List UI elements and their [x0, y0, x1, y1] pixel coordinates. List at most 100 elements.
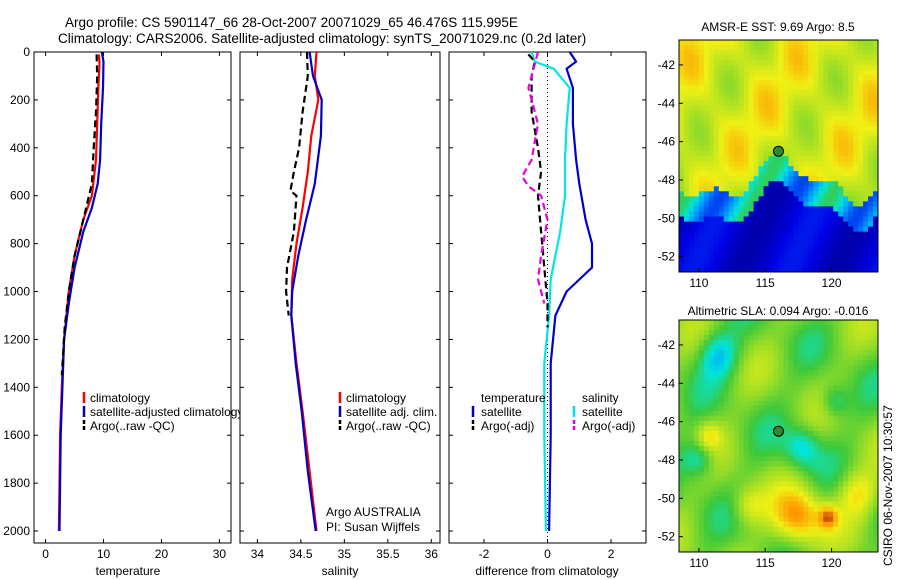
heatmap-cell [679, 95, 685, 102]
heatmap-cell [843, 45, 849, 51]
heatmap-cell [698, 181, 705, 187]
heatmap-cell [763, 251, 770, 258]
heatmap-cell [753, 246, 760, 253]
heatmap-cell [758, 171, 765, 177]
y-tick-label: 2000 [3, 524, 30, 538]
heatmap-cell [838, 145, 844, 152]
heatmap-cell [783, 171, 790, 177]
heatmap-cell [743, 166, 750, 172]
heatmap-cell [718, 85, 725, 92]
heatmap-cell [858, 425, 864, 432]
heatmap-cell [858, 511, 864, 518]
heatmap-cell [783, 186, 790, 192]
heatmap-cell [708, 45, 715, 51]
y-tick-label: -42 [658, 338, 676, 352]
heatmap-cell [858, 541, 864, 548]
heatmap-cell [858, 50, 864, 56]
heatmap-cell [748, 491, 755, 498]
heatmap-cell [773, 491, 780, 498]
heatmap-cell [783, 446, 790, 452]
heatmap-cell [753, 461, 760, 467]
heatmap-cell [798, 420, 804, 427]
heatmap-cell [698, 526, 705, 533]
heatmap-cell [743, 236, 750, 243]
heatmap-cell [868, 100, 874, 107]
heatmap-cell [843, 446, 849, 452]
heatmap-cell [743, 115, 750, 122]
heatmap-cell [758, 506, 765, 513]
heatmap-cell [713, 345, 720, 351]
heatmap-cell [818, 410, 824, 417]
heatmap-cell [803, 156, 809, 162]
heatmap-cell [818, 120, 824, 127]
heatmap-cell [743, 501, 750, 508]
heatmap-cell [708, 481, 715, 488]
heatmap-cell [793, 156, 799, 162]
heatmap-cell [838, 80, 844, 86]
x-tick-label: 36 [425, 547, 439, 561]
heatmap-cell [788, 345, 795, 351]
heatmap-cell [713, 40, 720, 46]
heatmap-cell [863, 80, 869, 86]
heatmap-cell [848, 390, 854, 397]
heatmap-cell [753, 166, 760, 172]
heatmap-cell [773, 380, 780, 387]
heatmap-cell [758, 430, 765, 437]
heatmap-cell [838, 506, 844, 513]
heatmap-cell [778, 40, 785, 46]
heatmap-cell [833, 461, 839, 467]
heatmap-cell [713, 511, 720, 518]
panel-salinity-frame [239, 51, 441, 544]
heatmap-cell [803, 405, 809, 412]
heatmap-cell [863, 176, 869, 182]
heatmap-cell [838, 75, 844, 81]
heatmap-cell [728, 120, 735, 127]
heatmap-cell [748, 516, 755, 523]
heatmap-cell [758, 385, 765, 392]
heatmap-cell [838, 105, 844, 112]
heatmap-cell [793, 80, 799, 86]
heatmap-cell [818, 400, 824, 407]
x-tick-label: 35.5 [376, 547, 400, 561]
heatmap-cell [858, 395, 864, 402]
heatmap-cell [713, 441, 720, 447]
heatmap-cell [738, 156, 745, 162]
heatmap-cell [703, 110, 710, 117]
heatmap-cell [753, 211, 760, 218]
heatmap-cell [863, 405, 869, 412]
heatmap-cell [743, 375, 750, 382]
heatmap-cell [688, 166, 695, 172]
heatmap-cell [679, 425, 685, 432]
heatmap-cell [778, 446, 785, 452]
heatmap-cell [753, 506, 760, 513]
heatmap-cell [743, 476, 750, 482]
heatmap-cell [723, 156, 730, 162]
heatmap-cell [773, 60, 780, 66]
heatmap-cell [863, 60, 869, 66]
heatmap-cell [738, 161, 745, 167]
heatmap-cell [778, 526, 785, 533]
heatmap-cell [773, 355, 780, 361]
heatmap-cell [873, 236, 878, 243]
heatmap-cell [753, 446, 760, 452]
heatmap-cell [688, 221, 695, 228]
heatmap-cell [813, 546, 819, 552]
heatmap-cell [693, 110, 700, 117]
heatmap-cell [768, 140, 775, 147]
heatmap-cell [848, 405, 854, 412]
heatmap-cell [853, 456, 859, 462]
heatmap-cell [778, 181, 785, 187]
heatmap-cell [688, 90, 695, 97]
heatmap-cell [683, 526, 690, 533]
heatmap-cell [768, 50, 775, 56]
heatmap-cell [703, 471, 710, 477]
heatmap-cell [703, 491, 710, 498]
heatmap-cell [858, 481, 864, 488]
heatmap-cell [803, 140, 809, 147]
heatmap-cell [858, 191, 864, 197]
heatmap-cell [733, 226, 740, 233]
heatmap-cell [838, 325, 844, 331]
heatmap-cell [873, 166, 878, 172]
heatmap-cell [733, 231, 740, 238]
heatmap-cell [838, 65, 844, 71]
